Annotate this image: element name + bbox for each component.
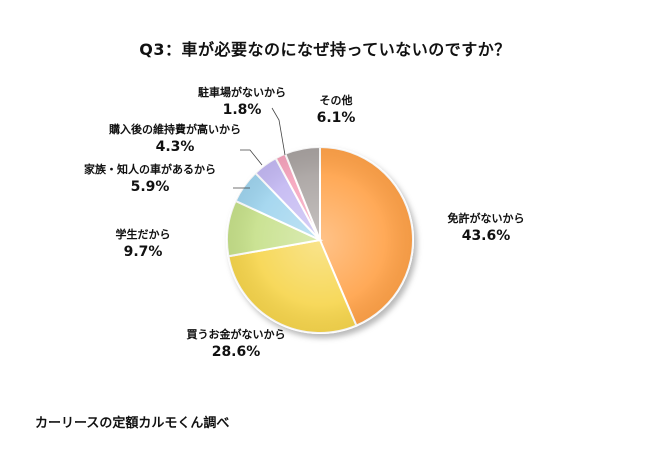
- source-note: カーリースの定額カルモくん調べ: [35, 416, 230, 431]
- slice-percent: 4.3%: [156, 139, 195, 155]
- pie-slices: [226, 145, 414, 334]
- slice-percent: 28.6%: [212, 344, 261, 360]
- slice-label: 免許がないから: [448, 211, 525, 225]
- slice-percent: 9.7%: [124, 244, 163, 260]
- slice-label: 駐車場がないから: [198, 85, 286, 99]
- leader-lines: [233, 107, 286, 189]
- slice-percent: 5.9%: [131, 179, 170, 195]
- slice-labels: 免許がないから 43.6% 買うお金がないから 28.6% 学生だから 9.7% 家族・知人…: [84, 85, 525, 360]
- chart-title: Q3：車が必要なのになぜ持っていないのですか？: [139, 40, 511, 59]
- leader-line: [240, 149, 263, 166]
- slice-percent: 43.6%: [462, 228, 511, 244]
- slice-label: 家族・知人の車があるから: [84, 162, 216, 176]
- slice-label: 購入後の維持費が高いから: [108, 122, 241, 136]
- slice-label: 学生だから: [116, 227, 171, 241]
- slice-percent: 6.1%: [317, 110, 356, 126]
- slice-label: その他: [320, 93, 353, 107]
- slice-percent: 1.8%: [223, 102, 262, 118]
- leader-line: [271, 107, 286, 156]
- slice-label: 買うお金がないから: [187, 327, 286, 341]
